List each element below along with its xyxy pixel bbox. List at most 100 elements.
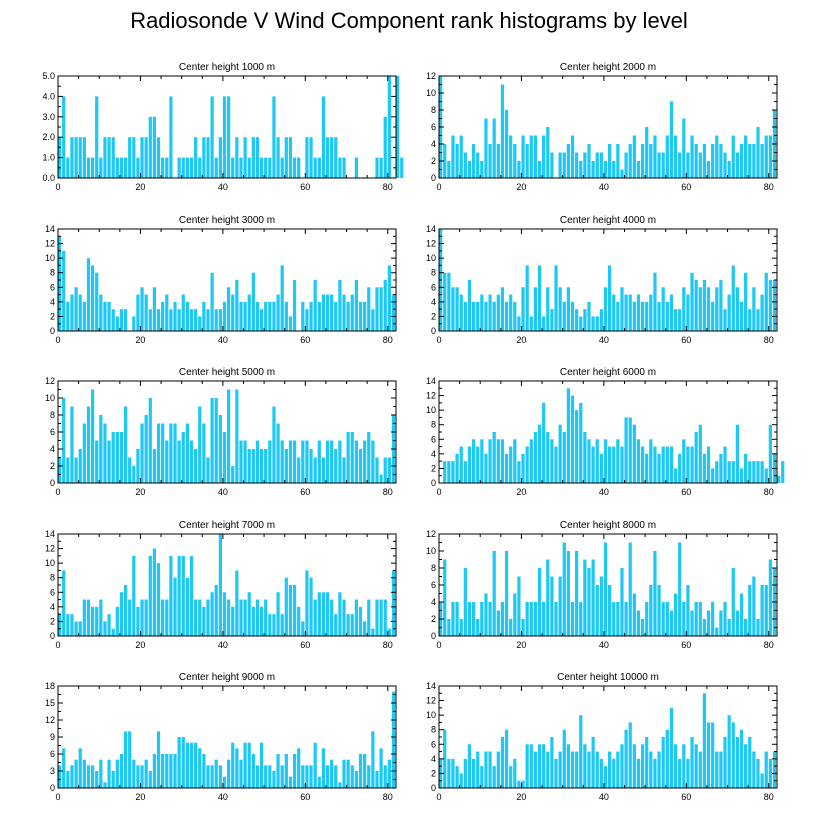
bar <box>259 309 264 331</box>
bar <box>342 457 346 483</box>
bar <box>90 606 95 636</box>
bar <box>375 599 379 636</box>
bar <box>706 610 711 636</box>
bar <box>111 628 115 636</box>
bar <box>276 592 280 636</box>
bar <box>529 602 533 636</box>
panel-10: Center height 10000 m 0 2 4 6 8 10 12 14 0 20 40 60 8… <box>426 672 778 802</box>
bar <box>152 754 157 788</box>
bar <box>542 316 546 331</box>
bar <box>181 737 185 788</box>
bar <box>595 439 599 483</box>
bar <box>488 602 492 636</box>
bar <box>603 542 608 636</box>
bar <box>628 144 632 178</box>
bar <box>181 294 185 331</box>
bar <box>152 287 157 331</box>
bar <box>756 461 760 483</box>
bar <box>292 440 297 483</box>
bar <box>123 406 128 483</box>
bar <box>148 398 152 483</box>
bar <box>62 96 66 178</box>
bar <box>78 449 82 483</box>
bar <box>624 729 628 788</box>
bar <box>272 406 276 483</box>
bar <box>645 453 649 483</box>
bar <box>350 765 354 788</box>
bar <box>292 280 297 331</box>
bar <box>210 96 214 178</box>
bar <box>694 432 698 483</box>
x-tick-label: 0 <box>436 335 441 345</box>
bar <box>537 161 542 178</box>
bar <box>739 301 744 331</box>
bar <box>599 576 603 636</box>
bar <box>66 771 70 788</box>
bar <box>542 602 546 636</box>
bar <box>82 599 86 636</box>
bar <box>550 152 554 178</box>
bar <box>550 439 554 483</box>
bar <box>346 301 350 331</box>
bar <box>325 137 330 178</box>
bar <box>459 619 463 636</box>
bar <box>566 287 571 331</box>
bar <box>739 468 744 483</box>
y-tick-label: 0 <box>431 478 436 488</box>
bar <box>276 423 280 483</box>
bar <box>657 152 661 178</box>
y-tick-label: 10 <box>45 393 55 403</box>
bar <box>276 294 280 331</box>
bar <box>669 610 674 636</box>
bar <box>678 152 682 178</box>
bar <box>488 294 492 331</box>
bar <box>107 301 111 331</box>
bar <box>649 585 653 636</box>
bar <box>537 265 542 331</box>
bar <box>189 157 194 178</box>
bar <box>661 152 665 178</box>
bar <box>86 258 91 331</box>
bar <box>128 599 132 636</box>
y-tick-label: 12 <box>426 529 436 539</box>
x-tick-label: 80 <box>383 640 393 650</box>
bar <box>612 602 616 636</box>
bar <box>686 585 690 636</box>
bar <box>363 621 367 636</box>
bar <box>111 771 115 788</box>
bar <box>99 294 103 331</box>
bar <box>95 96 99 178</box>
bar <box>735 737 740 788</box>
bar <box>529 135 533 178</box>
bar <box>542 744 546 788</box>
bar <box>665 301 669 331</box>
bar <box>185 742 190 788</box>
bar <box>640 446 645 483</box>
bar <box>509 766 513 788</box>
y-tick-label: 6 <box>431 122 436 132</box>
bar <box>243 742 247 788</box>
bar <box>185 423 190 483</box>
bar <box>325 294 330 331</box>
bar <box>731 722 735 788</box>
bar <box>558 751 562 788</box>
bar <box>346 432 350 483</box>
bar <box>161 754 165 788</box>
bar <box>222 301 227 331</box>
bar <box>480 439 484 483</box>
bar <box>115 759 119 788</box>
bar <box>455 453 459 483</box>
bar <box>148 309 152 331</box>
bar <box>583 309 587 331</box>
bar <box>132 316 136 331</box>
bar <box>513 758 517 788</box>
bar <box>603 287 608 331</box>
bar <box>653 758 657 788</box>
bar <box>632 301 636 331</box>
bar <box>119 592 124 636</box>
bar <box>665 135 669 178</box>
bar <box>338 440 342 483</box>
bar <box>169 96 173 178</box>
panel-title: Center height 3000 m <box>179 215 275 226</box>
y-tick-label: 6 <box>50 427 55 437</box>
